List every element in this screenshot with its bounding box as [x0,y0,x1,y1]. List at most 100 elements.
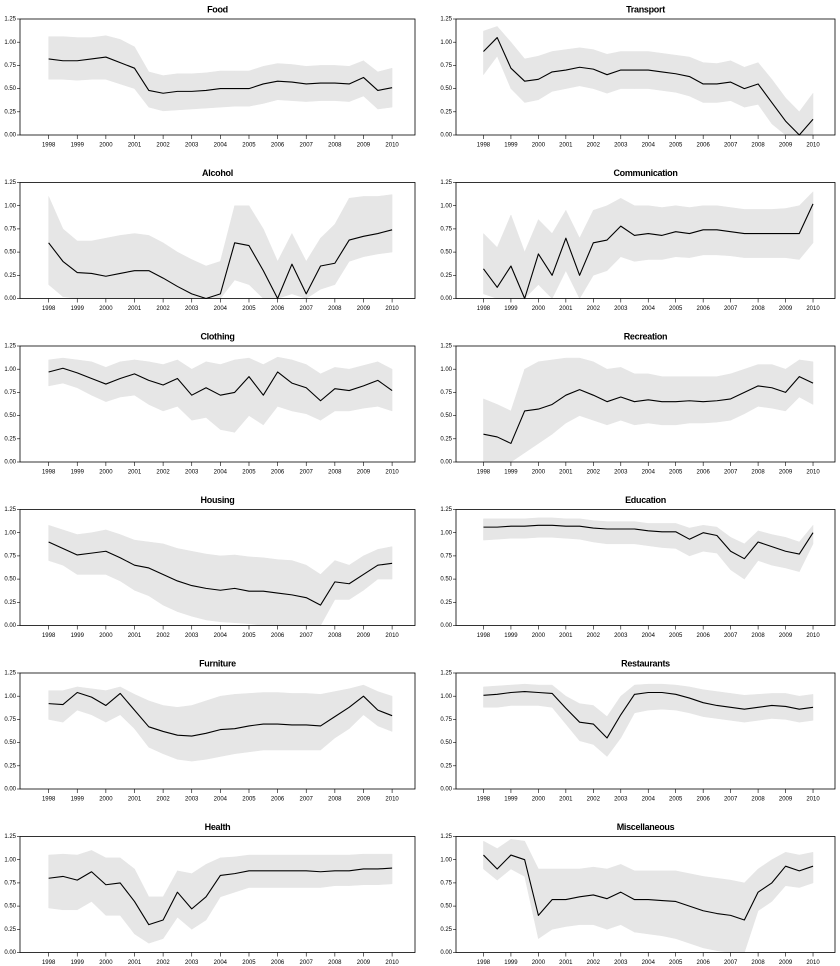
y-tick-label: 0.50 [440,577,452,583]
confidence-band [205,361,221,431]
x-tick-label: 2006 [696,306,710,312]
x-tick-label: 2010 [806,470,820,476]
x-tick-label: 2004 [642,143,656,149]
x-tick-label: 2006 [271,960,285,966]
confidence-band [148,361,164,412]
x-tick-label: 2008 [328,143,342,149]
x-tick-label: 2000 [532,797,546,803]
x-tick-label: 1999 [504,633,518,639]
x-tick-label: 1998 [42,633,56,639]
confidence-band [162,870,178,940]
x-tick-label: 2008 [751,143,765,149]
confidence-band [771,364,786,412]
y-tick-label: 0.25 [440,273,452,279]
x-tick-label: 2007 [724,306,738,312]
x-tick-label: 1999 [71,960,85,966]
y-tick-label: 0.75 [440,553,452,559]
confidence-band [220,359,235,433]
y-tick-label: 1.00 [4,203,16,209]
x-tick-label: 2000 [99,143,113,149]
panel: Health 0.00 0.25 0.50 0.75 1.00 1.25 1998 1999 20… [4,822,416,966]
y-tick-label: 0.00 [440,950,452,956]
panel-title: Alcohol [202,168,233,178]
x-tick-label: 2003 [185,470,199,476]
confidence-band [538,359,553,444]
x-tick-label: 2007 [724,797,738,803]
plot-frame [19,18,416,136]
confidence-band [334,688,350,739]
x-tick-label: 1998 [477,960,491,966]
confidence-band [277,559,293,626]
confidence-band [483,398,498,463]
x-tick-label: 2008 [328,633,342,639]
x-tick-label: 2007 [300,797,314,803]
x-tick-label: 2010 [385,306,399,312]
y-tick-label: 0.00 [440,787,452,793]
x-tick-label: 2002 [587,306,601,312]
confidence-band [205,857,221,921]
panel-title: Restaurants [621,658,670,668]
x-tick-label: 2002 [156,797,170,803]
x-tick-label: 2006 [271,470,285,476]
x-tick-label: 2002 [156,143,170,149]
x-tick-label: 2006 [696,470,710,476]
confidence-band [620,366,635,426]
x-tick-label: 2006 [271,797,285,803]
confidence-band [248,357,264,426]
confidence-band [348,684,364,730]
confidence-band [538,684,553,708]
x-tick-label: 2010 [385,470,399,476]
x-tick-label: 2002 [156,633,170,639]
confidence-band [565,518,580,540]
y-tick-label: 1.25 [4,834,16,840]
y-tick-label: 0.75 [4,717,16,723]
x-tick-label: 2010 [385,143,399,149]
confidence-band [730,60,745,108]
x-tick-label: 1999 [71,633,85,639]
x-tick-label: 1998 [42,470,56,476]
y-tick-label: 0.25 [4,600,16,606]
x-tick-label: 2000 [99,960,113,966]
x-tick-label: 1999 [504,306,518,312]
confidence-band [105,857,121,916]
y-tick-label: 1.00 [440,694,452,700]
confidence-band [76,240,92,299]
x-tick-label: 2004 [642,960,656,966]
confidence-band [348,196,364,262]
panel: Miscellaneous 0.00 0.25 0.50 0.75 1.00 1.25 199… [440,822,836,966]
confidence-band [363,684,379,727]
confidence-band [771,534,786,569]
confidence-band [538,517,553,538]
confidence-band [620,521,635,545]
confidence-band [48,36,64,80]
y-tick-label: 1.00 [4,694,16,700]
x-tick-label: 1998 [477,633,491,639]
y-tick-label: 1.25 [440,344,452,350]
confidence-band [334,198,350,286]
confidence-band [579,518,594,543]
confidence-band [119,233,135,299]
x-tick-label: 2009 [779,633,793,639]
x-tick-label: 2009 [357,960,371,966]
confidence-band [785,205,800,260]
x-tick-label: 2007 [724,470,738,476]
confidence-band [291,693,307,751]
y-tick-label: 1.00 [440,857,452,863]
x-tick-label: 2007 [724,960,738,966]
y-tick-label: 1.00 [4,530,16,536]
series-line [483,854,814,921]
confidence-band [799,191,814,261]
x-tick-label: 2001 [128,960,142,966]
x-tick-label: 2009 [357,306,371,312]
y-tick-label: 1.00 [4,40,16,46]
panel: Transport 0.00 0.25 0.50 0.75 1.00 1.25 1998 199… [440,4,836,149]
x-tick-label: 2009 [357,143,371,149]
y-tick-label: 1.00 [4,857,16,863]
confidence-band [496,214,512,299]
y-tick-label: 0.50 [4,250,16,256]
x-tick-label: 2006 [271,306,285,312]
x-tick-label: 2001 [559,306,573,312]
x-tick-label: 2004 [214,143,228,149]
y-tick-label: 1.25 [440,17,452,23]
y-tick-label: 0.25 [440,600,452,606]
